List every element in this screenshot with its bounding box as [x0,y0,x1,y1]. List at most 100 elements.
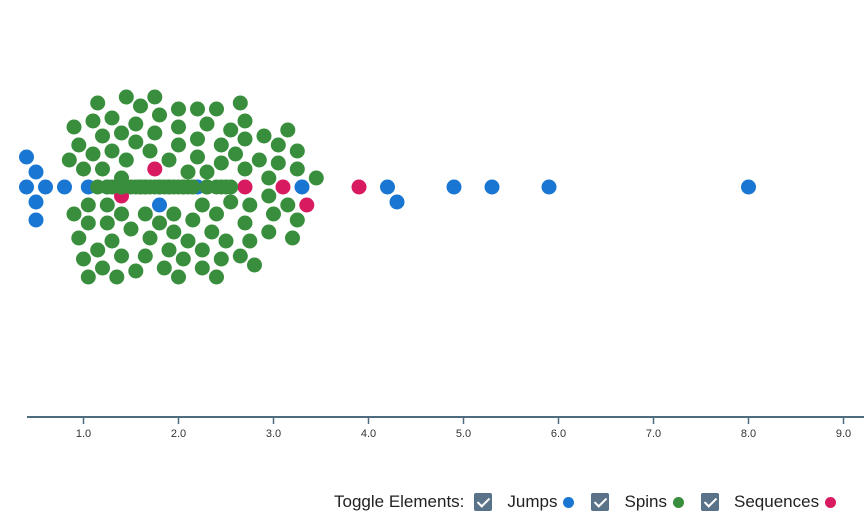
spins-point[interactable] [213,155,229,171]
sequences-point[interactable] [299,197,315,213]
spins-point[interactable] [90,179,106,195]
spins-point[interactable] [90,95,106,111]
spins-point[interactable] [95,161,110,177]
spins-point[interactable] [213,137,229,153]
spins-point[interactable] [194,260,210,276]
spins-point[interactable] [95,260,110,276]
spins-point[interactable] [61,152,77,168]
spins-point[interactable] [166,224,182,240]
spins-point[interactable] [114,206,129,222]
spins-point[interactable] [289,143,305,159]
spins-point[interactable] [104,110,120,126]
legend-item-jumps[interactable]: Jumps [474,492,575,512]
spins-point[interactable] [242,233,258,249]
spins-point[interactable] [237,113,253,129]
jumps-point[interactable] [446,179,462,195]
spins-point[interactable] [166,206,182,222]
jumps-point[interactable] [19,149,34,165]
spins-point[interactable] [237,131,253,147]
jumps-point[interactable] [484,179,500,195]
spins-point[interactable] [142,143,158,159]
jumps-point[interactable] [57,179,72,195]
spins-point[interactable] [190,101,205,117]
spins-point[interactable] [118,89,134,105]
spins-point[interactable] [308,170,324,186]
spins-point[interactable] [156,179,172,195]
jumps-point[interactable] [389,194,405,210]
spins-checkbox[interactable] [591,493,610,511]
legend-item-sequences[interactable]: Sequences [701,492,837,512]
spins-point[interactable] [152,215,167,231]
spins-point[interactable] [128,134,144,150]
spins-point[interactable] [180,179,196,195]
spins-point[interactable] [228,146,243,162]
spins-point[interactable] [123,221,139,237]
spins-point[interactable] [261,188,277,204]
spins-point[interactable] [85,146,101,162]
sequences-checkbox[interactable] [701,493,720,511]
spins-point[interactable] [147,125,163,141]
sequences-point[interactable] [237,179,253,195]
spins-point[interactable] [161,242,177,258]
jumps-point[interactable] [19,179,34,195]
jumps-point[interactable] [741,179,756,195]
spins-point[interactable] [242,197,258,213]
spins-point[interactable] [232,95,248,111]
legend-item-spins[interactable]: Spins [591,492,685,512]
spins-point[interactable] [80,215,96,231]
spins-point[interactable] [66,206,82,222]
sequences-point[interactable] [351,179,367,195]
spins-point[interactable] [171,269,186,285]
spins-point[interactable] [261,224,277,240]
spins-point[interactable] [180,233,196,249]
spins-point[interactable] [114,179,129,195]
spins-point[interactable] [171,137,186,153]
spins-point[interactable] [232,248,248,264]
spins-point[interactable] [289,161,305,177]
spins-point[interactable] [199,164,215,180]
spins-point[interactable] [204,224,220,240]
spins-point[interactable] [190,149,205,165]
spins-point[interactable] [223,122,239,138]
spins-point[interactable] [76,251,91,267]
spins-point[interactable] [256,128,272,144]
spins-point[interactable] [99,215,115,231]
spins-point[interactable] [237,161,253,177]
spins-point[interactable] [199,179,215,195]
spins-point[interactable] [156,260,172,276]
spins-point[interactable] [66,119,82,135]
spins-point[interactable] [161,152,177,168]
spins-point[interactable] [85,113,101,129]
spins-point[interactable] [76,161,91,177]
jumps-checkbox[interactable] [474,493,493,511]
spins-point[interactable] [247,257,262,273]
spins-point[interactable] [71,137,87,153]
spins-point[interactable] [213,251,229,267]
spins-point[interactable] [80,197,96,213]
spins-point[interactable] [194,242,210,258]
spins-point[interactable] [185,212,201,228]
spins-point[interactable] [209,269,224,285]
spins-point[interactable] [147,89,163,105]
spins-point[interactable] [190,131,205,147]
spins-point[interactable] [209,206,224,222]
spins-point[interactable] [128,263,144,279]
spins-point[interactable] [80,269,96,285]
spins-point[interactable] [114,248,129,264]
spins-point[interactable] [285,230,300,246]
spins-point[interactable] [194,197,210,213]
jumps-point[interactable] [28,212,44,228]
spins-point[interactable] [261,170,277,186]
spins-point[interactable] [133,179,148,195]
spins-point[interactable] [109,269,125,285]
spins-point[interactable] [289,212,305,228]
jumps-point[interactable] [380,179,395,195]
spins-point[interactable] [180,164,196,180]
spins-point[interactable] [137,206,153,222]
spins-point[interactable] [171,101,186,117]
spins-point[interactable] [95,128,110,144]
spins-point[interactable] [175,251,191,267]
spins-point[interactable] [199,116,215,132]
spins-point[interactable] [118,152,134,168]
spins-point[interactable] [152,107,167,123]
